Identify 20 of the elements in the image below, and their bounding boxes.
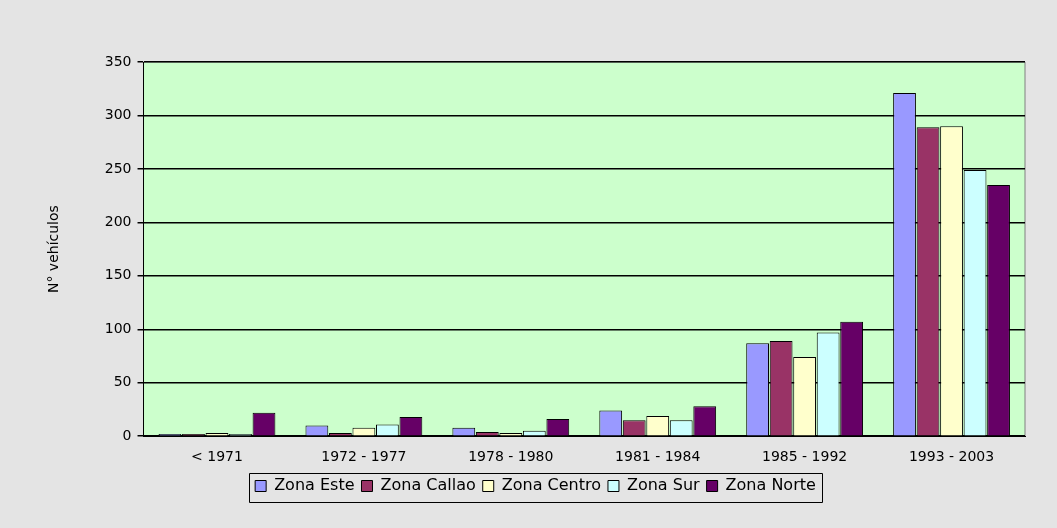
y-tick-label: 100 [104, 319, 132, 336]
y-tick-label: 250 [104, 159, 132, 176]
x-tick-label: 1972 - 1977 [321, 448, 407, 465]
legend-label: Zona Callao [380, 475, 476, 495]
x-tick-label: < 1971 [191, 448, 243, 465]
y-tick-label: 300 [104, 106, 132, 123]
y-tick-label: 150 [104, 266, 132, 283]
x-tick-label: 1985 - 1992 [762, 448, 848, 465]
legend-label: Zona Este [274, 475, 355, 495]
legend-label: Zona Centro [501, 475, 601, 495]
x-tick-label: 1978 - 1980 [468, 448, 554, 465]
x-tick-label: 1981 - 1984 [615, 448, 701, 465]
legend-label: Zona Norte [725, 475, 816, 495]
y-tick-label: 350 [104, 52, 132, 69]
x-tick-label: 1993 - 2003 [908, 448, 995, 465]
y-tick-label: 200 [104, 213, 132, 230]
legend-label: Zona Sur [626, 475, 701, 495]
y-axis-title: N° vehículos [45, 205, 62, 294]
y-tick-label: 50 [113, 373, 132, 390]
y-tick-label: 0 [122, 426, 132, 443]
